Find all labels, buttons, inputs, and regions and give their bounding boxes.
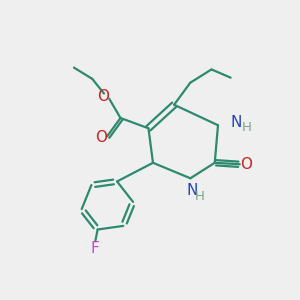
Text: N: N	[230, 116, 242, 130]
Text: O: O	[240, 157, 252, 172]
Text: H: H	[242, 121, 251, 134]
Text: O: O	[97, 89, 109, 104]
Text: O: O	[95, 130, 107, 145]
Text: F: F	[91, 241, 100, 256]
Text: H: H	[195, 190, 205, 203]
Text: N: N	[186, 183, 198, 198]
